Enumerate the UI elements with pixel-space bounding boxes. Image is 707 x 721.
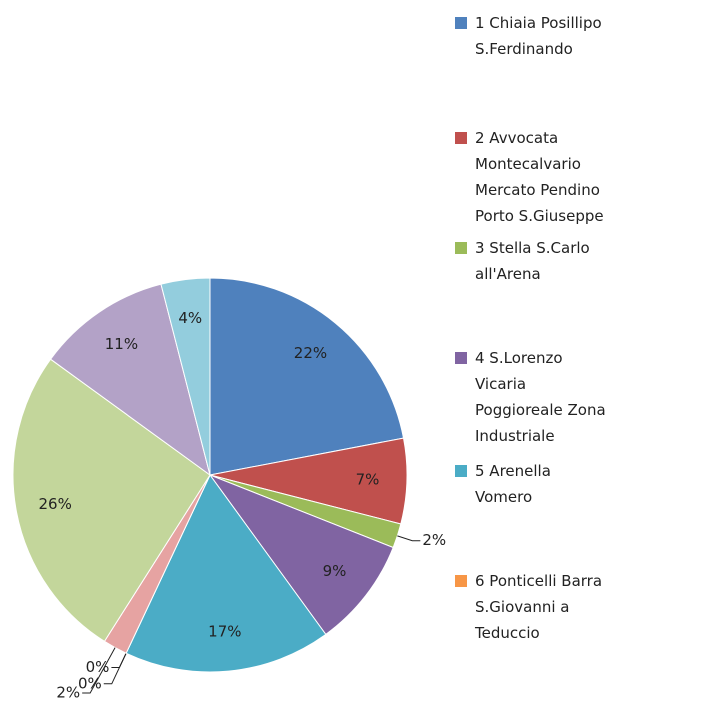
slice-label: 0%: [78, 674, 102, 692]
legend-label: 2 Avvocata Montecalvario Mercato Pendino…: [475, 129, 604, 225]
slice-label: 4%: [178, 309, 202, 327]
legend-label: 3 Stella S.Carlo all'Arena: [475, 239, 590, 283]
leader-line: [111, 653, 127, 669]
legend-swatch: [455, 17, 467, 29]
slice-label: 0%: [86, 658, 110, 676]
legend-label: 1 Chiaia Posillipo S.Ferdinando: [475, 14, 602, 58]
legend-swatch: [455, 352, 467, 364]
legend-swatch: [455, 132, 467, 144]
legend-label: 5 Arenella Vomero: [475, 462, 551, 506]
legend-swatch: [455, 575, 467, 587]
slice-label: 17%: [208, 622, 241, 640]
pie-slice: [125, 474, 327, 673]
pie-slice: [209, 277, 405, 476]
legend-swatch: [455, 242, 467, 254]
leader-line: [103, 653, 127, 685]
leader-line: [82, 647, 116, 694]
legend-entry: 6 Ponticelli Barra S.Giovanni a Teduccio: [455, 568, 705, 646]
slice-label: 2%: [422, 531, 446, 549]
legend-entry: 4 S.Lorenzo Vicaria Poggioreale Zona Ind…: [455, 345, 705, 449]
slice-label: 7%: [356, 470, 380, 488]
legend-entry: 1 Chiaia Posillipo S.Ferdinando: [455, 10, 705, 62]
legend-label: 6 Ponticelli Barra S.Giovanni a Teduccio: [475, 572, 603, 642]
legend-entry: 5 Arenella Vomero: [455, 458, 705, 510]
slice-label: 9%: [323, 562, 347, 580]
legend-entry: 3 Stella S.Carlo all'Arena: [455, 235, 705, 287]
legend-swatch: [455, 465, 467, 477]
pie-slice: [160, 277, 211, 476]
slice-label: 11%: [105, 335, 138, 353]
slice-label: 2%: [56, 683, 80, 701]
pie-slice: [49, 283, 211, 477]
slice-label: 26%: [39, 495, 72, 513]
legend-label: 4 S.Lorenzo Vicaria Poggioreale Zona Ind…: [475, 349, 606, 445]
pie-slice: [12, 358, 211, 643]
pie-slice: [208, 473, 394, 636]
legend-entry: 2 Avvocata Montecalvario Mercato Pendino…: [455, 125, 705, 229]
leader-line: [397, 535, 421, 542]
slice-label: 22%: [294, 344, 327, 362]
